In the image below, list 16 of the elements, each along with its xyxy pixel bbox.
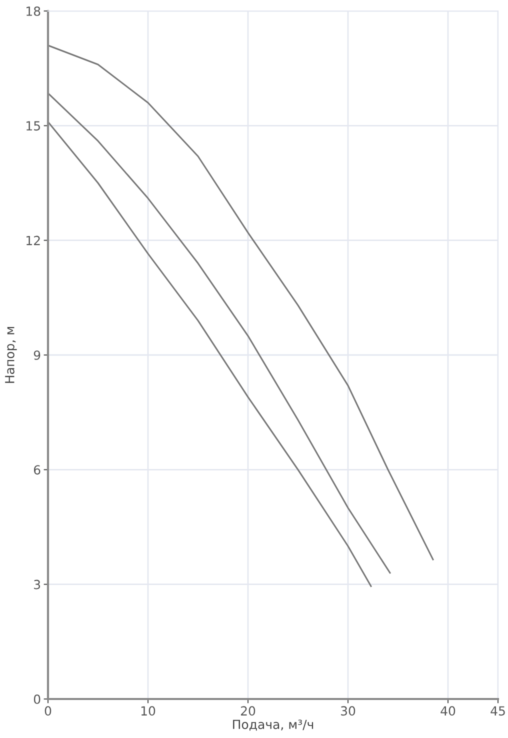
x-tick-label: 10 bbox=[141, 706, 156, 716]
y-tick-label: 3 bbox=[34, 580, 40, 590]
x-tick-label: 0 bbox=[44, 706, 52, 716]
x-tick-label: 30 bbox=[341, 706, 356, 716]
y-tick-label: 6 bbox=[34, 465, 40, 475]
y-tick-label: 15 bbox=[26, 121, 40, 131]
x-tick-label: 45 bbox=[490, 706, 505, 716]
y-tick-label: 0 bbox=[34, 694, 40, 704]
x-axis-title: Подача, м³/ч bbox=[233, 720, 314, 731]
y-tick-label: 18 bbox=[26, 6, 40, 16]
y-tick-label: 9 bbox=[34, 350, 40, 360]
y-tick-label: 12 bbox=[26, 236, 40, 246]
x-tick-label: 20 bbox=[240, 706, 256, 716]
y-axis-title: Напор, м bbox=[5, 327, 17, 383]
x-tick-label: 40 bbox=[440, 706, 456, 716]
line-series bbox=[48, 44, 434, 560]
